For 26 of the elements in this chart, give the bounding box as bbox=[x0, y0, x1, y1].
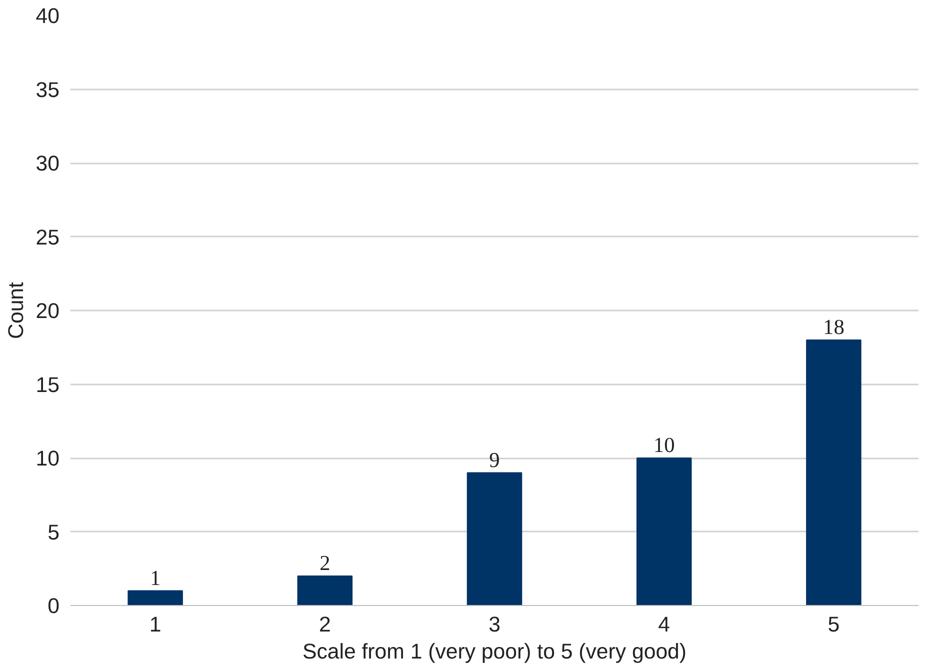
x-tick-label: 4 bbox=[658, 612, 670, 636]
x-axis-title: Scale from 1 (very poor) to 5 (very good) bbox=[302, 640, 687, 664]
bar bbox=[806, 340, 862, 606]
y-tick-label: 30 bbox=[36, 152, 60, 176]
data-label: 9 bbox=[489, 448, 500, 472]
x-tick-label: 3 bbox=[488, 612, 500, 636]
y-tick-label: 40 bbox=[36, 4, 60, 28]
bar bbox=[297, 576, 353, 606]
y-axis-title: Count bbox=[4, 282, 28, 339]
data-label: 10 bbox=[653, 433, 675, 457]
y-tick-label: 0 bbox=[48, 594, 60, 618]
x-tick-label: 5 bbox=[828, 612, 840, 636]
y-tick-label: 15 bbox=[36, 372, 60, 397]
y-tick-label: 35 bbox=[36, 78, 60, 102]
bar bbox=[636, 458, 692, 606]
bar bbox=[466, 472, 522, 606]
y-tick-label: 20 bbox=[36, 299, 60, 323]
x-tick-label: 1 bbox=[149, 612, 162, 636]
data-label: 2 bbox=[320, 551, 330, 575]
x-tick-label: 2 bbox=[318, 612, 331, 636]
data-label: 18 bbox=[823, 315, 844, 339]
bar bbox=[128, 590, 183, 606]
y-tick-label: 25 bbox=[36, 225, 60, 250]
y-tick-label: 5 bbox=[48, 520, 60, 544]
data-label: 1 bbox=[150, 566, 161, 590]
y-tick-label: 10 bbox=[36, 446, 60, 470]
